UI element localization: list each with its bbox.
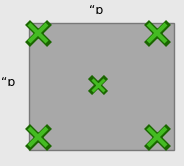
Bar (29, 23, 174, 150)
Text: “ɒ: “ɒ (89, 4, 104, 17)
Text: “ɒ: “ɒ (1, 77, 15, 89)
